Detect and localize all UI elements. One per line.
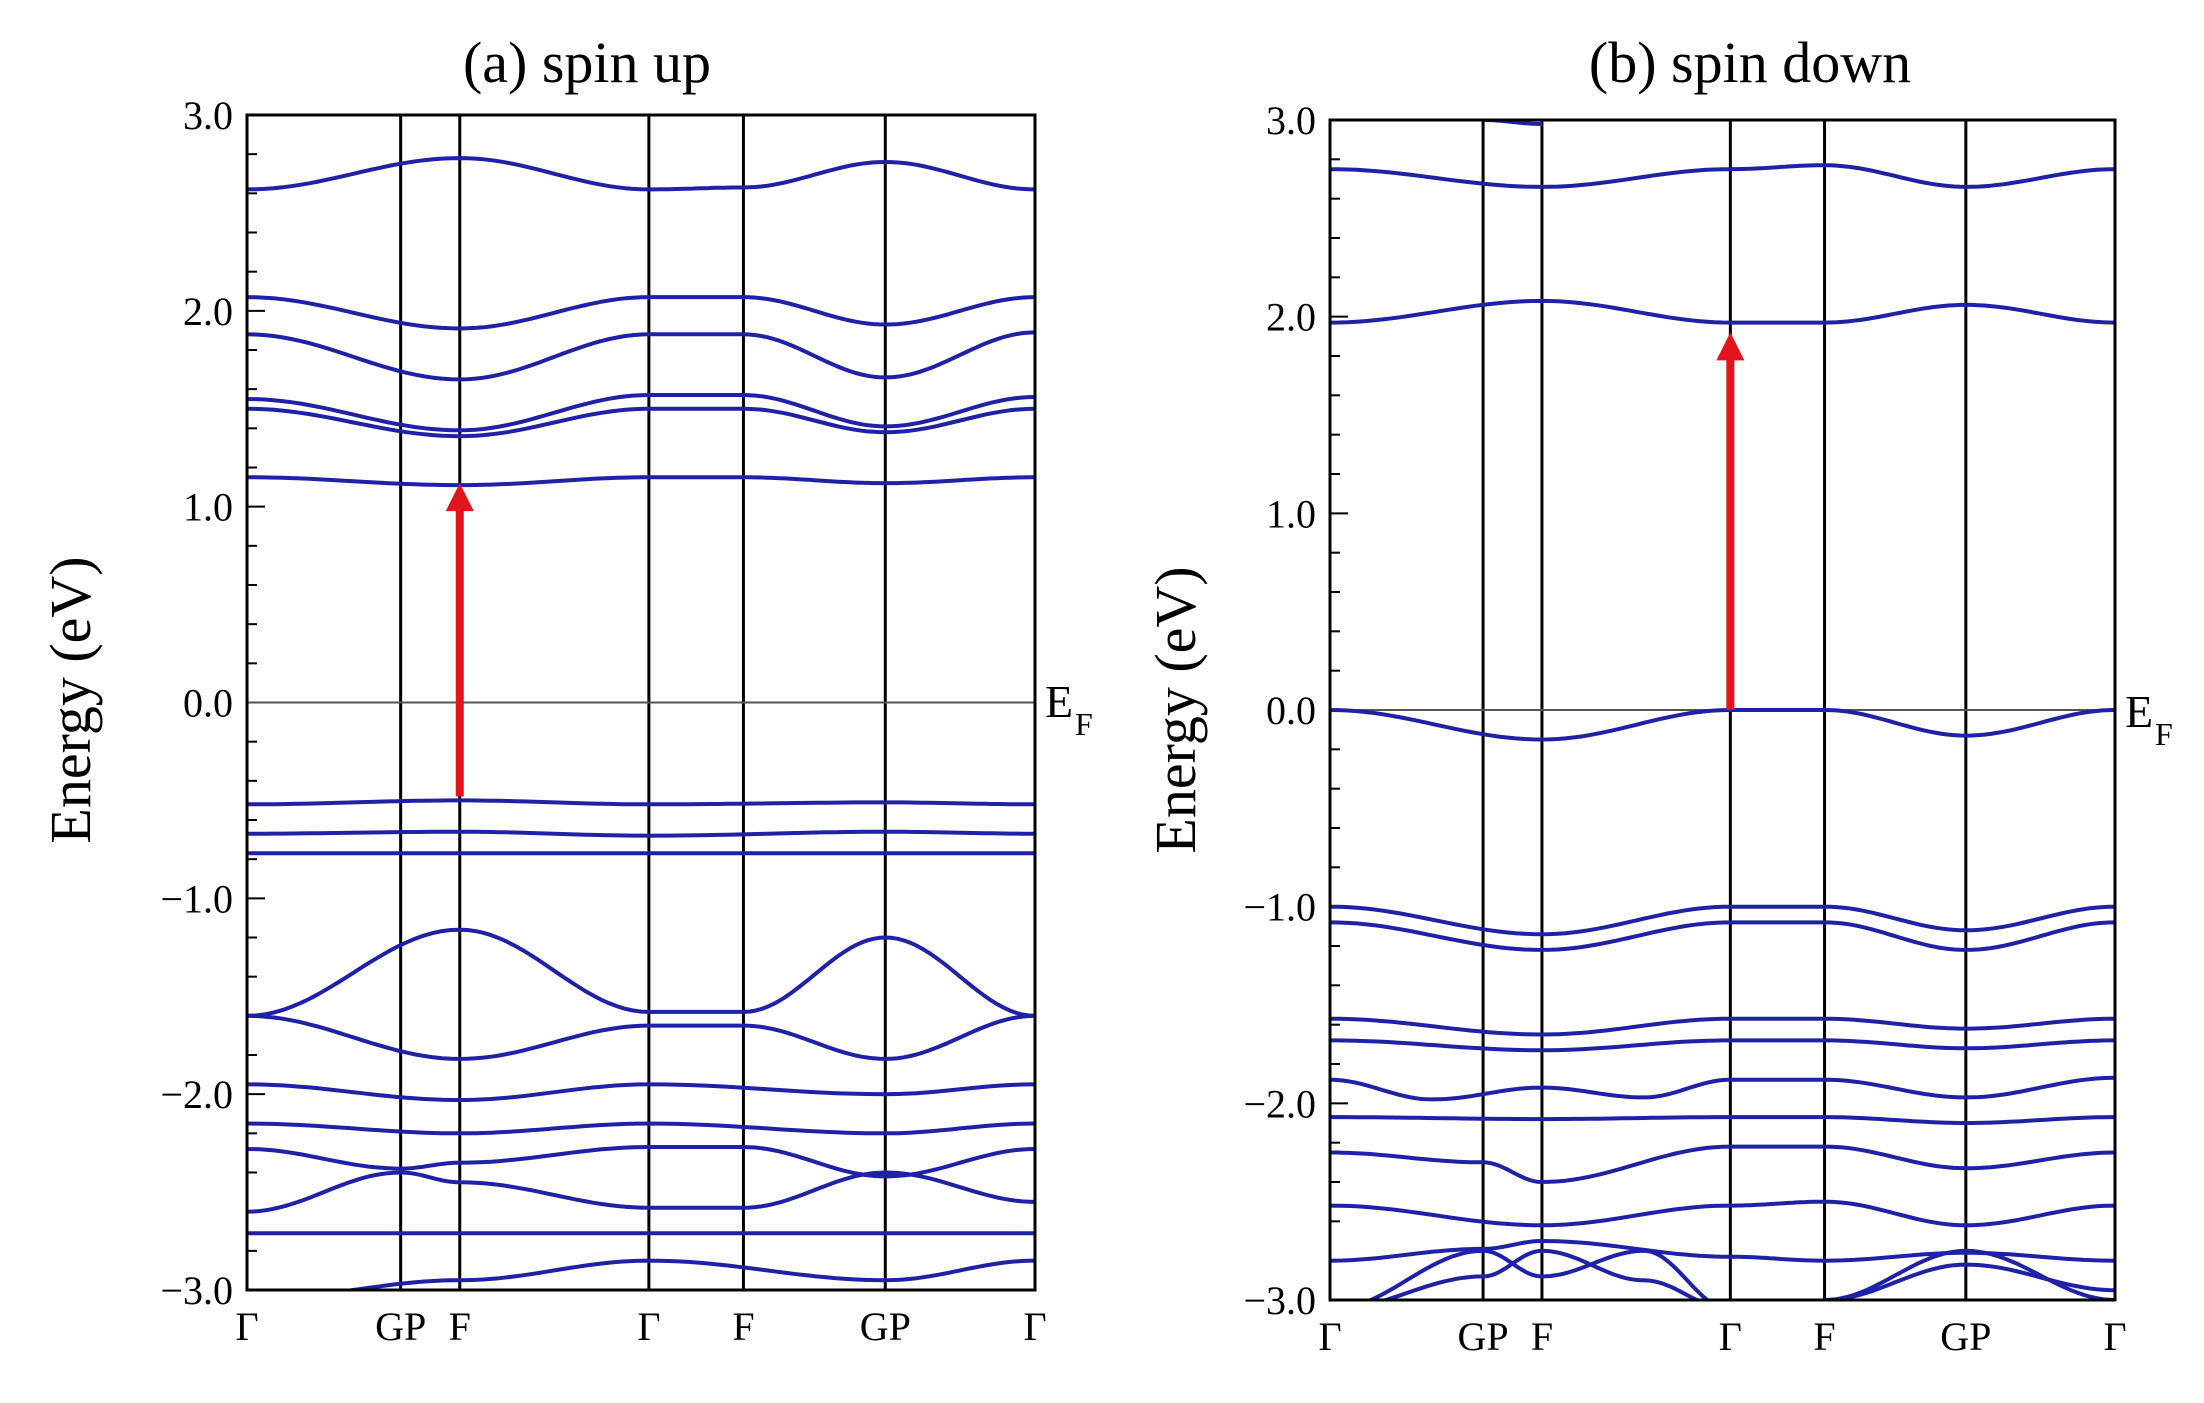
x-tick-label: F <box>1531 1314 1553 1359</box>
plot-frame <box>245 113 1037 1292</box>
y-tick-label: 1.0 <box>183 485 233 530</box>
y-tick-label: 0.0 <box>183 681 233 726</box>
fermi-label-e: E <box>2125 686 2153 737</box>
fermi-level-label: E F <box>2125 686 2173 752</box>
excitation-arrow-head <box>445 483 474 512</box>
band-b13 <box>1330 904 2115 937</box>
x-tick-label: GP <box>1940 1314 1991 1359</box>
excitation-arrow-head <box>1716 332 1745 361</box>
band-b13 <box>247 406 1035 439</box>
fermi-label-subscript: F <box>1075 706 1093 742</box>
y-tick-label: −2.0 <box>160 1072 233 1117</box>
band-b15 <box>247 330 1035 382</box>
y-tick-label: 0.0 <box>1266 688 1316 733</box>
band-b9 <box>1330 1075 2115 1102</box>
band-b10 <box>247 829 1035 838</box>
band-b6 <box>1330 1199 2115 1228</box>
band-b12 <box>1330 920 2115 952</box>
y-tick-label: 2.0 <box>183 289 233 334</box>
band-b15 <box>1330 298 2115 325</box>
band-b7 <box>247 1013 1035 1061</box>
band-b14 <box>1330 708 2115 742</box>
x-tick-label: F <box>1813 1314 1835 1359</box>
y-tick-label: −1.0 <box>160 876 233 921</box>
y-tick-label: 3.0 <box>1266 98 1316 143</box>
y-tick-label: −3.0 <box>1243 1278 1316 1323</box>
fermi-label-e: E <box>1045 676 1073 727</box>
y-axis-label: Energy (eV) <box>1143 566 1208 853</box>
y-axis-label: Energy (eV) <box>38 556 103 843</box>
band-b11 <box>247 798 1035 807</box>
x-tick-label: GP <box>375 1304 426 1349</box>
band-b3 <box>247 1170 1035 1214</box>
x-tick-label: Γ <box>637 1304 660 1349</box>
plot-frame <box>1328 118 2117 1302</box>
band-b12 <box>247 475 1035 488</box>
band-b16 <box>1330 163 2115 189</box>
x-tick-label: F <box>449 1304 471 1349</box>
band-b2 <box>1365 1248 1711 1300</box>
panel-spin-up: (a) spin up Energy (eV) E F 3.0 2.0 1.0 0.0… <box>38 30 1093 1349</box>
band-b17 <box>247 156 1035 192</box>
x-tick-label: Γ <box>1318 1314 1341 1359</box>
y-tick-label: 3.0 <box>183 93 233 138</box>
band-b4 <box>247 1145 1035 1179</box>
band-b5 <box>1330 1239 2115 1263</box>
y-tick-label: −3.0 <box>160 1268 233 1313</box>
band-b5 <box>247 1121 1035 1136</box>
panel-title: (a) spin up <box>463 30 711 95</box>
x-tick-label: Γ <box>1023 1304 1046 1349</box>
fermi-label-subscript: F <box>2155 716 2173 752</box>
y-tick-label: −2.0 <box>1243 1081 1316 1126</box>
band-b1 <box>339 1258 1035 1290</box>
band-b16 <box>247 295 1035 331</box>
x-tick-label: F <box>732 1304 754 1349</box>
band-b14 <box>247 393 1035 433</box>
band-b7 <box>1330 1144 2115 1184</box>
y-tick-label: 1.0 <box>1266 491 1316 536</box>
x-tick-label: Γ <box>1719 1314 1742 1359</box>
panel-title: (b) spin down <box>1589 30 1911 95</box>
x-tick-label: GP <box>1458 1314 1509 1359</box>
band-b10 <box>1330 1038 2115 1053</box>
band-b1 <box>1378 1248 1702 1300</box>
band-b8 <box>1330 1115 2115 1125</box>
band-b6 <box>247 1082 1035 1102</box>
fermi-level-label: E F <box>1045 676 1093 742</box>
x-tick-label: Γ <box>235 1304 258 1349</box>
x-tick-label: Γ <box>2103 1314 2126 1359</box>
band-b11 <box>1330 1016 2115 1037</box>
band-b8 <box>247 927 1035 1018</box>
y-tick-label: −1.0 <box>1243 885 1316 930</box>
panel-spin-down: (b) spin down Energy (eV) E F 3.0 2.0 1.0 0… <box>1143 30 2173 1359</box>
y-tick-label: 2.0 <box>1266 295 1316 340</box>
x-tick-label: GP <box>860 1304 911 1349</box>
band-b4 <box>1824 1262 2115 1300</box>
